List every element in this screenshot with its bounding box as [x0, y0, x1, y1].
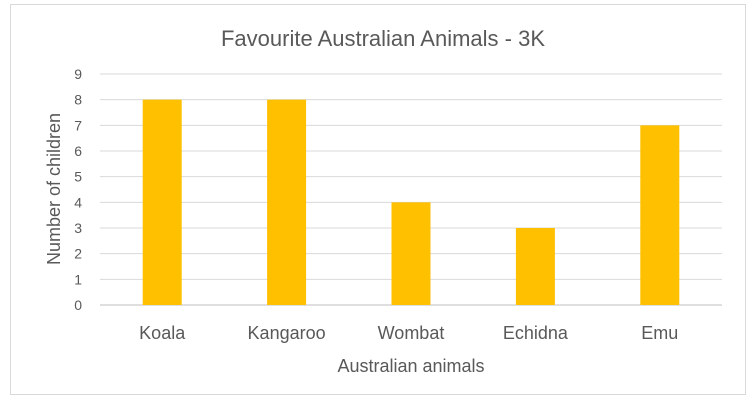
x-category-label: Wombat	[378, 323, 445, 343]
bar-wombat	[391, 202, 431, 305]
y-tick-label: 7	[74, 117, 82, 133]
y-tick-label: 1	[74, 271, 82, 287]
bar-koala	[142, 99, 182, 306]
y-axis-ticks: 0 1 2 3 4 5 6 7 8 9	[74, 66, 82, 313]
y-axis-title: Number of children	[44, 113, 64, 265]
bars	[142, 99, 680, 306]
bar-echidna	[515, 228, 555, 305]
y-tick-label: 5	[74, 169, 82, 185]
y-tick-label: 9	[74, 66, 82, 82]
y-tick-label: 4	[74, 194, 82, 210]
gridlines	[100, 73, 722, 306]
y-tick-label: 3	[74, 220, 82, 236]
y-tick-label: 2	[74, 246, 82, 262]
bar-emu	[640, 125, 680, 305]
x-category-label: Kangaroo	[248, 323, 326, 343]
x-category-label: Koala	[139, 323, 186, 343]
y-tick-label: 6	[74, 143, 82, 159]
x-axis-title: Australian animals	[337, 356, 484, 376]
x-axis-categories: Koala Kangaroo Wombat Echidna Emu	[139, 323, 678, 343]
chart-title: Favourite Australian Animals - 3K	[221, 26, 545, 51]
x-category-label: Echidna	[503, 323, 569, 343]
y-tick-label: 0	[74, 297, 82, 313]
y-tick-label: 8	[74, 92, 82, 108]
chart-frame	[10, 4, 746, 395]
bar-kangaroo	[267, 99, 307, 306]
x-category-label: Emu	[641, 323, 678, 343]
